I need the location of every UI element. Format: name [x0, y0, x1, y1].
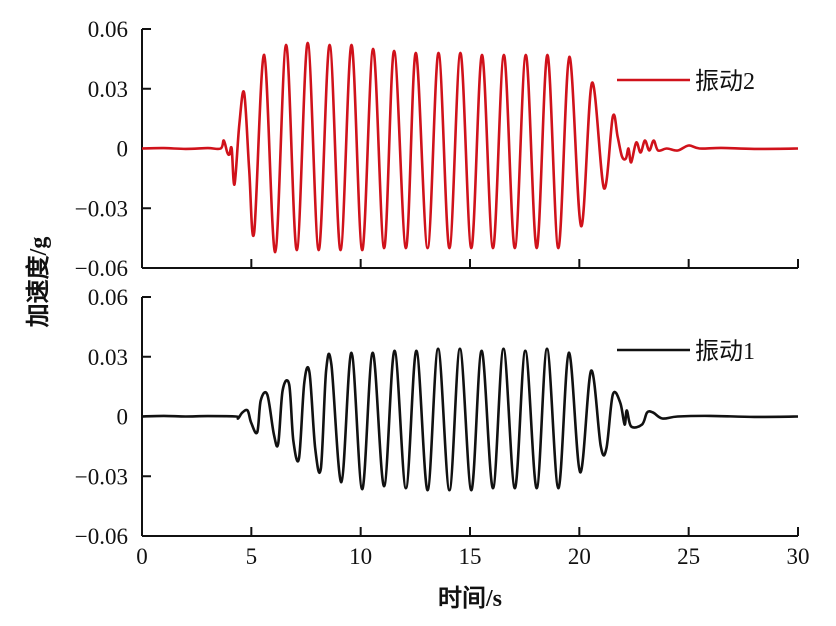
x-tick-label: 10 [349, 544, 372, 569]
series-line [141, 41, 799, 254]
x-tick-label: 30 [787, 544, 810, 569]
x-tick-label: 20 [568, 544, 591, 569]
x-axis-label: 时间/s [438, 585, 502, 612]
legend-label: 振动1 [695, 338, 755, 365]
y-tick-label: −0.03 [75, 196, 128, 221]
y-tick-label: −0.06 [75, 524, 128, 549]
y-tick-label: 0.06 [88, 285, 128, 310]
y-tick-label: −0.03 [75, 464, 128, 489]
panel-bottom: 0.06 0.03 0 −0.03 −0.06 0 5 10 15 20 25 30 振动1 [75, 285, 810, 569]
y-tick-label: 0 [117, 405, 129, 430]
y-tick-label: 0.03 [88, 77, 128, 102]
y-axis-label: 加速度/g [24, 237, 52, 328]
legend-label: 振动2 [695, 68, 755, 95]
y-tick-label: 0 [117, 137, 129, 162]
x-tick-label: 15 [459, 544, 482, 569]
x-tick-label: 5 [246, 544, 258, 569]
panel-top: 0.06 0.03 0 −0.03 −0.06 振动2 [75, 17, 799, 281]
y-tick-label: −0.06 [75, 256, 128, 281]
y-tick-label: 0.03 [88, 345, 128, 370]
y-tick-label: 0.06 [88, 17, 128, 42]
x-tick-label: 25 [677, 544, 700, 569]
series-line [141, 347, 799, 492]
x-tick-label: 0 [136, 544, 148, 569]
